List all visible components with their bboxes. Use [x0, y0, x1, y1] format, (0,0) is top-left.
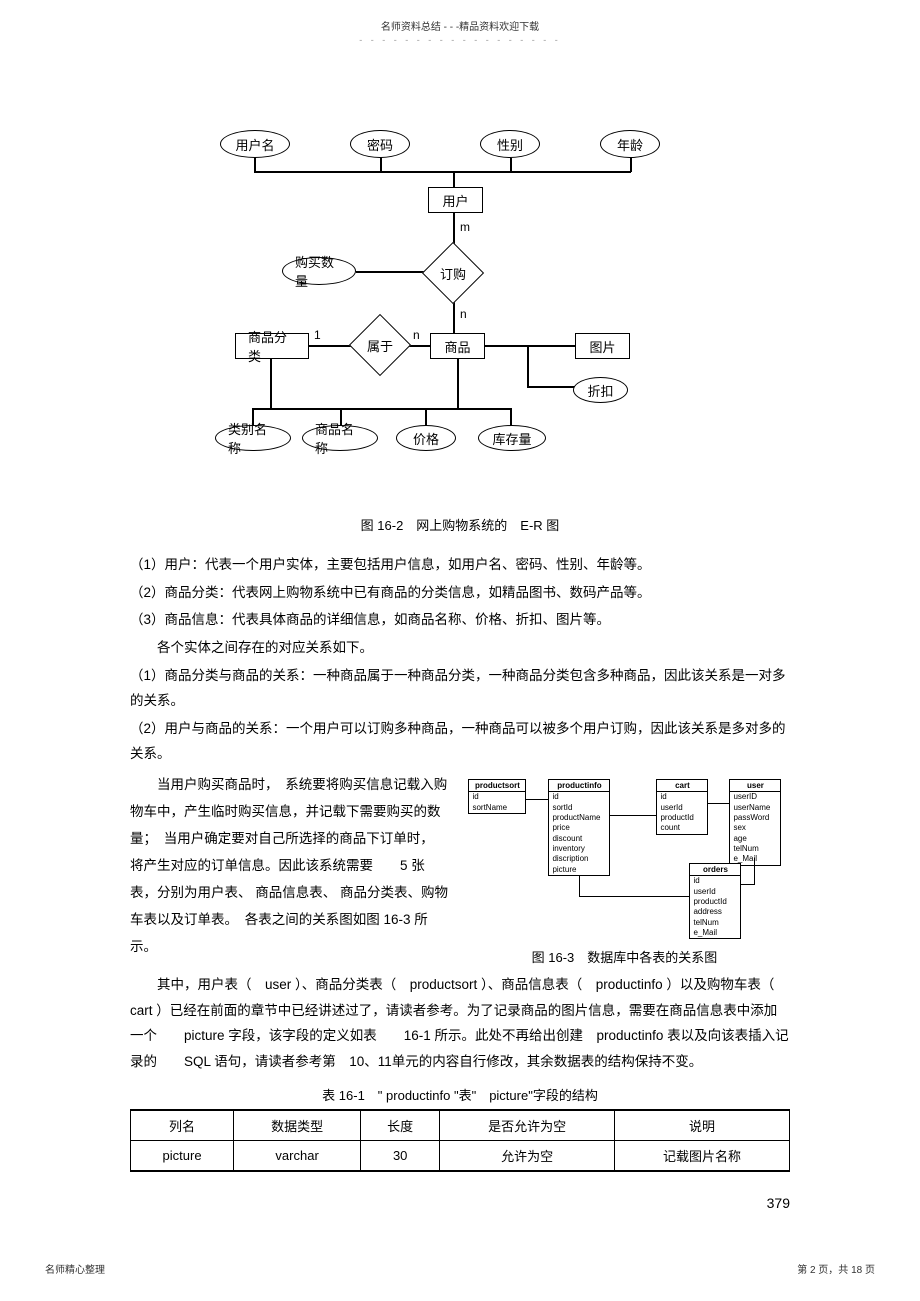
page-number: 379	[767, 1195, 790, 1211]
attr-age: 年龄	[600, 130, 660, 158]
table-data-row: picture varchar 30 允许为空 记载图片名称	[131, 1140, 790, 1171]
attr-price: 价格	[396, 425, 456, 451]
attr-buy-count: 购买数量	[282, 257, 356, 285]
th-colname: 列名	[131, 1110, 234, 1141]
th-nullable: 是否允许为空	[440, 1110, 615, 1141]
table-caption: 表 16-1 " productinfo "表" picture"字段的结构	[130, 1085, 790, 1104]
schema-cart: cart id userId productId count	[656, 779, 708, 835]
entity-product: 商品	[430, 333, 485, 359]
para-6: （2）用户与商品的关系：一个用户可以订购多种商品，一种商品可以被多个用户订购，因…	[130, 716, 790, 767]
para-3: （3）商品信息：代表具体商品的详细信息，如商品名称、价格、折扣、图片等。	[130, 607, 790, 633]
attr-username: 用户名	[220, 130, 290, 158]
schema-user: user userID userName passWord sex age te…	[729, 779, 781, 866]
para-2: （2）商品分类：代表网上购物系统中已有商品的分类信息，如精品图书、数码产品等。	[130, 580, 790, 606]
footer-left: 名师精心整理	[45, 1261, 105, 1276]
main-content: 用户名 密码 性别 年龄 用户 m 订购 购买数量 n 商品分类 1 属于 n	[0, 45, 920, 1212]
th-type: 数据类型	[234, 1110, 361, 1141]
schema-productsort: productsort id sortName	[468, 779, 526, 814]
footer-right: 第 2 页，共 18 页	[797, 1261, 875, 1276]
attr-catname: 类别名称	[215, 425, 291, 451]
th-length: 长度	[361, 1110, 440, 1141]
left-text-block: 当用户购买商品时， 系统要将购买信息记载入购物车中，产生临时购买信息，并记载下需…	[130, 771, 450, 960]
schema-caption: 图 16-3 数据库中各表的关系图	[464, 947, 784, 966]
schema-container: productsort id sortName productinfo id s…	[464, 771, 784, 966]
card-1: 1	[314, 328, 321, 342]
header-title: 名师资料总结 - - -精品资料欢迎下载	[0, 0, 920, 33]
th-desc: 说明	[615, 1110, 790, 1141]
er-caption: 图 16-2 网上购物系统的 E-R 图	[130, 515, 790, 534]
schema-orders: orders id userId productId address telNu…	[689, 863, 741, 939]
attr-sex: 性别	[480, 130, 540, 158]
attr-stock: 库存量	[478, 425, 546, 451]
table-header-row: 列名 数据类型 长度 是否允许为空 说明	[131, 1110, 790, 1141]
td-nullable: 允许为空	[440, 1140, 615, 1171]
rel-order: 订购	[423, 253, 483, 293]
attr-password: 密码	[350, 130, 410, 158]
er-diagram: 用户名 密码 性别 年龄 用户 m 订购 购买数量 n 商品分类 1 属于 n	[210, 125, 710, 505]
td-colname: picture	[131, 1140, 234, 1171]
schema-diagram: productsort id sortName productinfo id s…	[464, 771, 784, 941]
td-length: 30	[361, 1140, 440, 1171]
para-7: 其中，用户表（ user ）、商品分类表（ productsort ）、商品信息…	[130, 972, 790, 1075]
para-4: 各个实体之间存在的对应关系如下。	[130, 635, 790, 661]
rel-belongs: 属于	[350, 325, 410, 365]
entity-category: 商品分类	[235, 333, 309, 359]
td-type: varchar	[234, 1140, 361, 1171]
attr-discount: 折扣	[573, 377, 628, 403]
entity-picture: 图片	[575, 333, 630, 359]
card-n2: n	[413, 328, 420, 342]
header-dashes: - - - - - - - - - - - - - - - - - -	[0, 35, 920, 45]
td-desc: 记载图片名称	[615, 1140, 790, 1171]
card-m: m	[460, 220, 470, 234]
para-5: （1）商品分类与商品的关系：一种商品属于一种商品分类，一种商品分类包含多种商品，…	[130, 663, 790, 714]
schema-productinfo: productinfo id sortId productName price …	[548, 779, 610, 876]
card-n: n	[460, 307, 467, 321]
productinfo-table: 列名 数据类型 长度 是否允许为空 说明 picture varchar 30 …	[130, 1109, 790, 1172]
entity-user: 用户	[428, 187, 483, 213]
two-column-section: 当用户购买商品时， 系统要将购买信息记载入购物车中，产生临时购买信息，并记载下需…	[130, 771, 790, 966]
attr-prodname: 商品名称	[302, 425, 378, 451]
para-1: （1）用户：代表一个用户实体，主要包括用户信息，如用户名、密码、性别、年龄等。	[130, 552, 790, 578]
